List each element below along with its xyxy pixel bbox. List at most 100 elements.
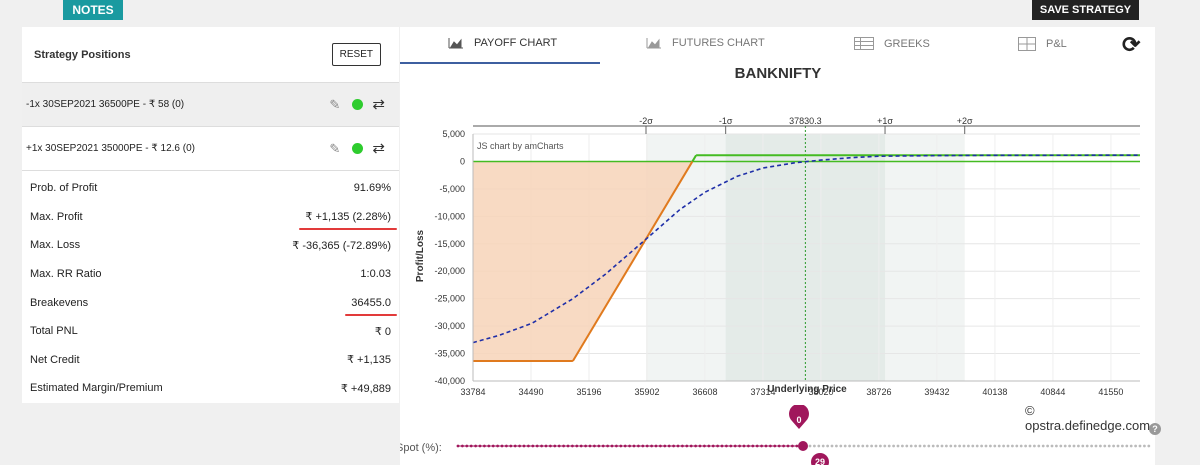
x-tick-label: 37314 <box>750 387 775 396</box>
chart-tabs: PAYOFF CHART FUTURES CHART GREEKS P&L ⟳ <box>400 27 1155 65</box>
stat-value-wrap: 36455.0 <box>345 296 397 316</box>
slider-tick <box>914 444 917 448</box>
red-underline <box>345 313 397 316</box>
edit-icon[interactable]: ✎ <box>329 140 341 156</box>
help-icon[interactable]: ? <box>1149 423 1161 435</box>
slider-tick <box>839 444 843 448</box>
save-strategy-button[interactable]: SAVE STRATEGY <box>1032 0 1139 20</box>
edit-icon[interactable]: ✎ <box>329 96 341 112</box>
stat-value: ₹ +1,135 (2.28%) <box>305 211 391 224</box>
position-label: +1x 30SEP2021 35000PE - ₹ 12.6 (0) <box>26 143 195 154</box>
stat-value: ₹ -36,365 (-72.89%) <box>292 239 391 252</box>
slider-tick <box>1116 444 1120 448</box>
slider-tick <box>936 444 939 448</box>
slider-tick <box>1037 444 1041 448</box>
stat-label: Max. Profit <box>30 210 83 223</box>
slider-tick <box>892 444 895 448</box>
slider-tick <box>843 444 847 448</box>
slider-tick <box>958 444 961 448</box>
slider-tick <box>1068 444 1071 448</box>
slider-tick <box>975 444 979 448</box>
slider-tick <box>1125 444 1129 448</box>
x-tick-label: 33784 <box>460 387 485 396</box>
stat-value: 1:0.03 <box>360 268 391 281</box>
y-tick-label: -35,000 <box>434 349 465 359</box>
payoff-segment <box>691 154 697 162</box>
chart-axes: 5,000 0 -5,000 -10,000 -15,000 -20,000 -25,000… <box>434 125 1140 396</box>
notes-button[interactable]: NOTES <box>63 0 123 20</box>
slider-tick <box>821 444 825 448</box>
slider-tick <box>971 444 975 448</box>
slider-track[interactable] <box>456 444 1151 448</box>
slider-tick <box>1006 444 1010 448</box>
area-chart-icon <box>646 38 661 49</box>
slider-tick <box>1046 444 1049 448</box>
slider-tick <box>813 444 816 448</box>
chart-credit: JS chart by amCharts <box>477 141 564 151</box>
position-row[interactable]: -1x 30SEP2021 36500PE - ₹ 58 (0) ✎ ⇄ <box>22 83 399 127</box>
active-status-dot[interactable] <box>352 143 364 154</box>
slider-tick <box>949 444 953 448</box>
y-tick-label: 0 <box>460 156 465 166</box>
tab-payoff-chart[interactable]: PAYOFF CHART <box>448 37 557 49</box>
x-tick-label: 34490 <box>518 387 543 396</box>
stat-label: Prob. of Profit <box>30 182 98 195</box>
stat-max-loss: Max. Loss ₹ -36,365 (-72.89%) <box>22 231 399 260</box>
area-chart-icon <box>448 38 463 49</box>
x-tick-label: 41550 <box>1098 387 1123 396</box>
stat-value: ₹ +49,889 <box>340 382 391 395</box>
slider-tick <box>953 444 957 448</box>
reset-button[interactable]: RESET <box>331 43 381 66</box>
slider-tick <box>993 444 997 448</box>
x-tick-label: 38020 <box>808 387 833 396</box>
stat-net-credit: Net Credit ₹ +1,135 <box>22 346 399 375</box>
slider-tick <box>1099 444 1102 448</box>
slider-tick <box>905 444 909 448</box>
active-status-dot[interactable] <box>352 99 364 110</box>
slider-tick <box>1033 444 1036 448</box>
y-axis-label: Profit/Loss <box>415 229 426 282</box>
stat-max-rr-ratio: Max. RR Ratio 1:0.03 <box>22 260 399 289</box>
x-tick-label: 35196 <box>576 387 601 396</box>
sigma-label: 37830.3 <box>789 116 822 126</box>
slider-tick <box>1085 444 1089 448</box>
tab-futures-chart[interactable]: FUTURES CHART <box>646 37 765 49</box>
chart-title: BANKNIFTY <box>735 65 822 82</box>
active-tab-underline <box>400 62 600 64</box>
chart-series <box>472 154 1141 363</box>
refresh-icon[interactable]: ⟳ <box>1122 32 1141 57</box>
x-tick-label: 36608 <box>692 387 717 396</box>
payoff-segment <box>572 160 694 362</box>
stat-label: Estimated Margin/Premium <box>30 382 163 395</box>
slider-tick <box>909 444 913 448</box>
positions-title: Strategy Positions <box>34 48 131 61</box>
slider-tick <box>817 444 821 448</box>
y-tick-label: -15,000 <box>434 239 465 249</box>
slider-tick <box>861 444 865 448</box>
slider-tick <box>1112 444 1115 448</box>
slider-tick <box>1129 444 1133 448</box>
slider-tick <box>1077 444 1080 448</box>
position-row[interactable]: +1x 30SEP2021 35000PE - ₹ 12.6 (0) ✎ ⇄ <box>22 127 399 171</box>
slider-tick <box>1059 444 1063 448</box>
swap-icon[interactable]: ⇄ <box>372 95 385 113</box>
slider-tick <box>1072 444 1076 448</box>
tab-label: P&L <box>1046 38 1067 50</box>
tab-label: GREEKS <box>884 37 930 50</box>
sigma-label: -1σ <box>719 116 733 126</box>
tab-greeks[interactable]: GREEKS <box>854 37 930 50</box>
spot-slider[interactable]: Spot (%): 0 29 <box>400 405 1155 465</box>
slider-tick <box>1015 444 1019 448</box>
sigma-label: -2σ <box>639 116 653 126</box>
slider-tick <box>1063 444 1067 448</box>
swap-icon[interactable]: ⇄ <box>372 139 385 157</box>
slider-tick <box>1055 444 1058 448</box>
stat-value: 36455.0 <box>351 296 391 309</box>
slider-tick <box>984 444 988 448</box>
stat-label: Net Credit <box>30 353 80 366</box>
slider-tick <box>962 444 966 448</box>
slider-tick <box>874 444 878 448</box>
tab-pnl[interactable]: P&L <box>1018 37 1067 51</box>
slider-thumb[interactable]: 0 <box>789 405 809 451</box>
stat-value: 91.69% <box>353 182 391 195</box>
